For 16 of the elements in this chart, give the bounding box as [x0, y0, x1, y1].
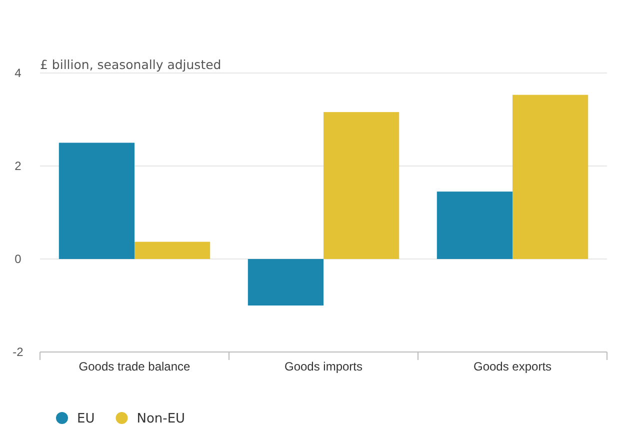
y-axis-title: £ billion, seasonally adjusted	[40, 57, 222, 72]
bar	[324, 112, 400, 259]
bar	[248, 259, 324, 306]
bar	[134, 242, 210, 259]
x-tick-label: Goods imports	[284, 360, 363, 374]
bar	[436, 192, 512, 259]
y-tick-label: 0	[14, 252, 22, 266]
y-tick-label: 2	[14, 158, 22, 173]
bar	[512, 94, 588, 259]
legend-label: EU	[77, 412, 95, 426]
x-tick-label: Goods trade balance	[78, 360, 191, 374]
x-tick-label: Goods exports	[473, 360, 552, 374]
bar	[58, 142, 134, 259]
legend-label: Non-EU	[136, 412, 186, 426]
y-tick-label: 4	[14, 66, 22, 80]
y-tick-label: -2	[12, 344, 24, 359]
